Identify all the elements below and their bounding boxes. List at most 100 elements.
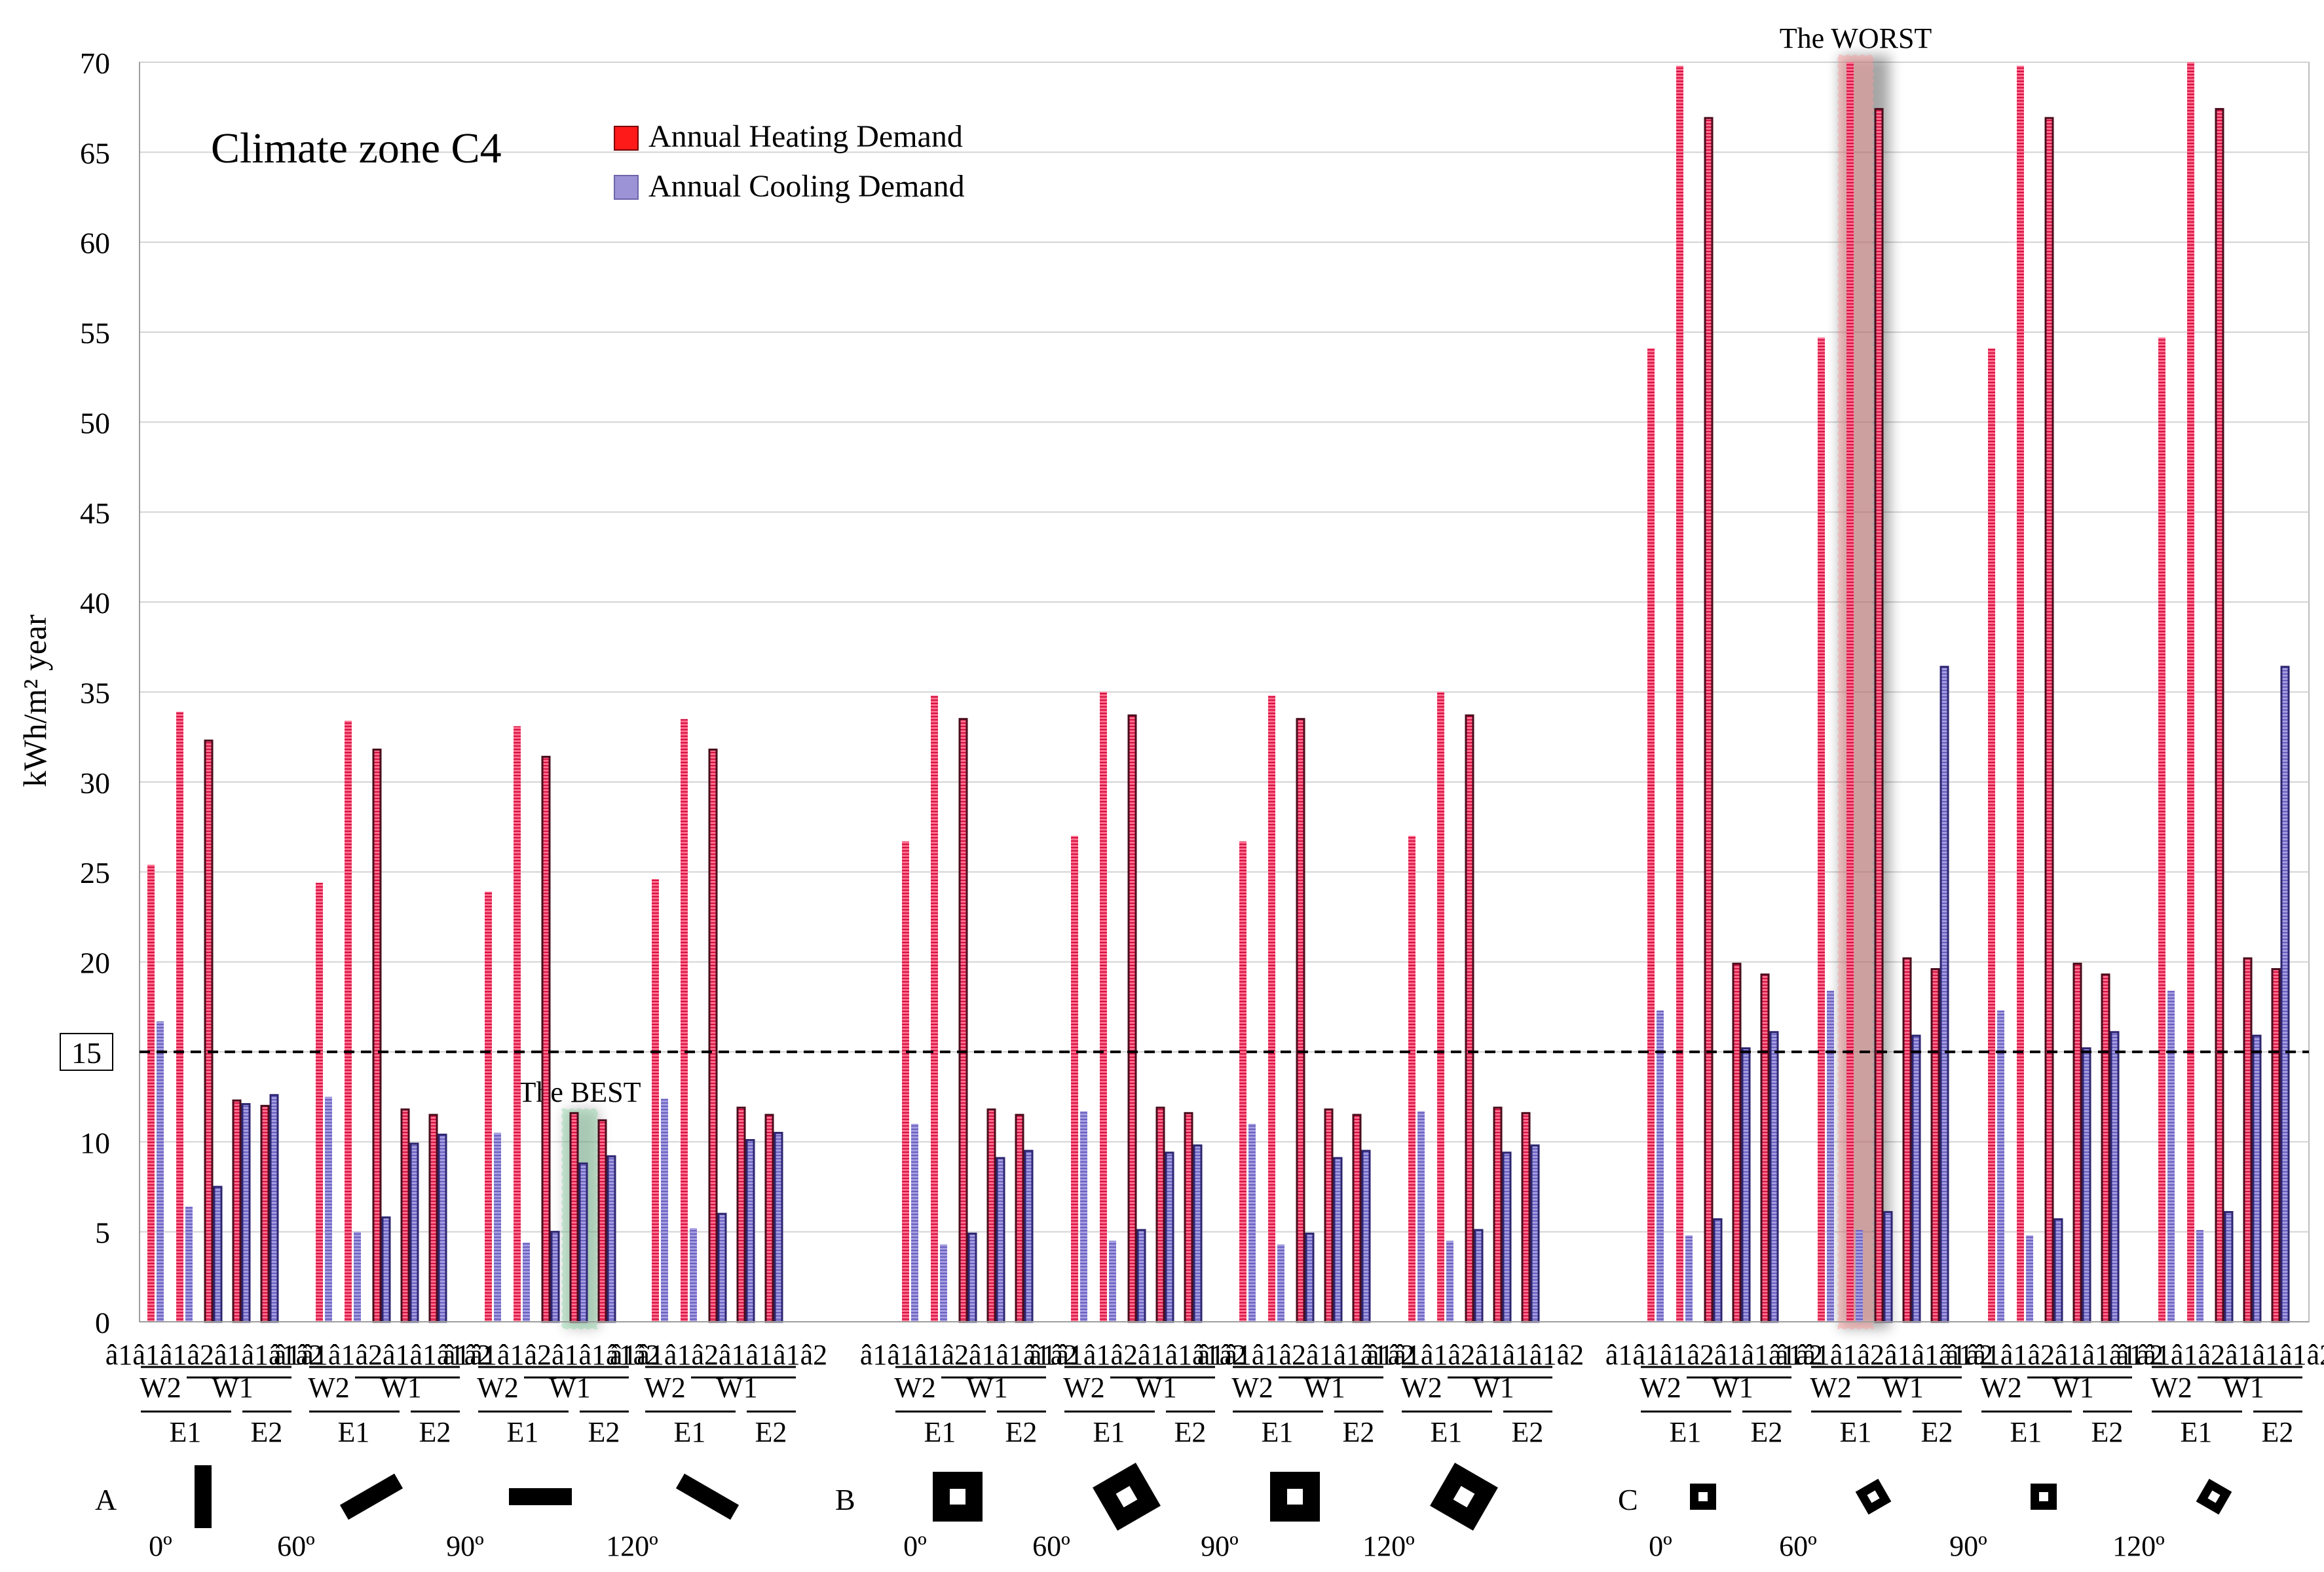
heating-bar bbox=[1676, 66, 1683, 1322]
cooling-bar bbox=[1474, 1229, 1484, 1323]
legend-heating-label: Annual Heating Demand bbox=[648, 119, 963, 154]
cooling-bar bbox=[1333, 1157, 1343, 1323]
window-label-w2: W2 bbox=[140, 1372, 181, 1404]
y-tick-label: 40 bbox=[80, 586, 110, 620]
highlight-box bbox=[1837, 54, 1874, 1330]
heating-bar bbox=[372, 748, 382, 1323]
courtyard-shape bbox=[1287, 1489, 1303, 1505]
shape-letter-C: C bbox=[1618, 1483, 1638, 1516]
annotation-label: The BEST bbox=[519, 1076, 641, 1108]
heating-bar bbox=[1268, 695, 1275, 1322]
window-label-e2: E2 bbox=[419, 1416, 451, 1448]
building-C-icon bbox=[2031, 1484, 2057, 1510]
window-label-e1: E1 bbox=[1093, 1416, 1125, 1448]
y-tick-label: 45 bbox=[80, 496, 110, 530]
heating-bar bbox=[2187, 62, 2194, 1322]
heating-bar bbox=[1071, 836, 1078, 1322]
bar-group-A-60 bbox=[316, 720, 447, 1323]
y-tick-label: 25 bbox=[80, 856, 110, 889]
annotation-label: The WORST bbox=[1780, 22, 1932, 54]
cooling-bar bbox=[325, 1096, 332, 1322]
heating-bar bbox=[1818, 337, 1825, 1322]
building-shapes: 0º 60º 90º 120º 0º 60º 90º 120º 0º 60º 90º 120º A B C bbox=[95, 1463, 2232, 1562]
angle-label: 60º bbox=[1032, 1530, 1070, 1562]
building-C-icon bbox=[1855, 1478, 1892, 1515]
y-tick-label: 5 bbox=[95, 1216, 110, 1250]
heating-bar bbox=[514, 726, 521, 1322]
threshold-label-box bbox=[60, 1032, 113, 1071]
bar-label-row: â1â1â1â2â1â1â1â2 bbox=[610, 1339, 827, 1371]
window-label-w2: W2 bbox=[894, 1372, 936, 1404]
shape-letter-A: A bbox=[95, 1483, 117, 1516]
window-label-w2: W2 bbox=[308, 1372, 350, 1404]
heating-bar bbox=[1324, 1108, 1334, 1323]
heating-bar bbox=[1239, 841, 1246, 1322]
window-label-w1: W1 bbox=[549, 1372, 591, 1404]
building-A-icon bbox=[339, 1473, 403, 1520]
window-label-e2: E2 bbox=[2262, 1416, 2294, 1448]
heating-bar bbox=[485, 891, 492, 1322]
cooling-bar bbox=[1685, 1235, 1693, 1322]
cooling-bar bbox=[996, 1157, 1005, 1323]
cooling-bar bbox=[690, 1228, 697, 1322]
cooling-bar bbox=[1277, 1244, 1284, 1322]
window-label-e1: E1 bbox=[2010, 1416, 2042, 1448]
bar-label-row: â1â1â1â2â1â1â1â2 bbox=[105, 1339, 323, 1371]
window-label-e2: E2 bbox=[1751, 1416, 1783, 1448]
cooling-bar bbox=[1997, 1010, 2004, 1322]
angle-label: 90º bbox=[1201, 1530, 1239, 1562]
heating-bar bbox=[2271, 968, 2281, 1323]
building-B-icon bbox=[1093, 1463, 1161, 1531]
window-label-e2: E2 bbox=[1005, 1416, 1038, 1448]
cooling-bar bbox=[2196, 1229, 2203, 1322]
heating-bar bbox=[681, 719, 688, 1322]
cooling-bar bbox=[1109, 1241, 1116, 1322]
window-label-w1: W1 bbox=[966, 1372, 1008, 1404]
building-B-icon bbox=[933, 1472, 983, 1522]
cooling-bar bbox=[1911, 1034, 1921, 1323]
angle-label: 60º bbox=[1779, 1530, 1817, 1562]
heating-bar bbox=[400, 1108, 410, 1323]
cooling-bar bbox=[494, 1132, 501, 1322]
window-label-w1: W1 bbox=[1882, 1372, 1924, 1404]
window-label-e1: E1 bbox=[2181, 1416, 2213, 1448]
cooling-bar bbox=[157, 1021, 164, 1322]
window-label-w1: W1 bbox=[1472, 1372, 1514, 1404]
window-label-w1: W1 bbox=[2222, 1372, 2264, 1404]
legend-cooling-label: Annual Cooling Demand bbox=[648, 169, 965, 204]
angle-label: 0º bbox=[1649, 1530, 1672, 1562]
heating-bar bbox=[958, 718, 968, 1323]
cooling-bar bbox=[1361, 1150, 1371, 1323]
axes: 0 5 10 20 25 30 35 40 45 50 55 60 65 70 15 bbox=[60, 47, 2309, 1339]
cooling-bar bbox=[269, 1094, 279, 1323]
heating-bar bbox=[708, 748, 718, 1323]
heating-bar bbox=[902, 841, 909, 1322]
cooling-bar bbox=[578, 1162, 588, 1323]
highlights: The BEST The WORST bbox=[519, 22, 1932, 1330]
heating-bar bbox=[1930, 968, 1940, 1323]
y-tick-label: 60 bbox=[80, 227, 110, 260]
bar-label-row: â1â1â1â2â1â1â1â2 bbox=[1776, 1339, 1993, 1371]
cooling-bar bbox=[1024, 1150, 1034, 1323]
window-label-w2: W2 bbox=[1231, 1372, 1273, 1404]
window-label-e2: E2 bbox=[755, 1416, 787, 1448]
cooling-bar bbox=[2026, 1235, 2033, 1322]
bar-label-row: â1â1â1â2â1â1â1â2 bbox=[1029, 1339, 1246, 1371]
cooling-bar bbox=[1856, 1229, 1863, 1322]
heating-bar bbox=[541, 755, 551, 1323]
cooling-bar bbox=[774, 1132, 783, 1323]
window-label-e1: E1 bbox=[1262, 1416, 1294, 1448]
cooling-bar bbox=[2082, 1047, 2091, 1323]
courtyard-shape bbox=[1698, 1492, 1708, 1501]
heating-bar bbox=[2044, 117, 2054, 1323]
heating-bar bbox=[931, 695, 938, 1322]
window-label-w1: W1 bbox=[1303, 1372, 1345, 1404]
heating-bar bbox=[2072, 962, 2082, 1323]
cooling-bar bbox=[1417, 1111, 1425, 1322]
heating-bar bbox=[1874, 107, 1884, 1323]
window-label-w1: W1 bbox=[380, 1372, 422, 1404]
heating-bar bbox=[232, 1099, 242, 1323]
